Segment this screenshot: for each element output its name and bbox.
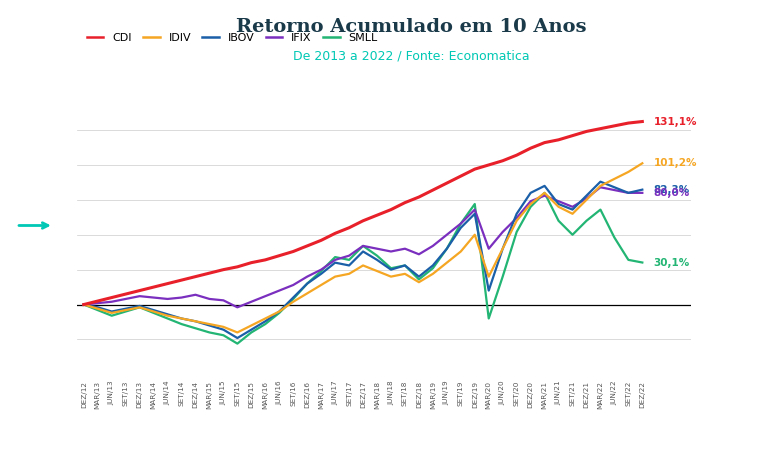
Text: De 2013 a 2022 / Fonte: Economatica: De 2013 a 2022 / Fonte: Economatica <box>293 50 529 63</box>
Text: Retorno Acumulado em 10 Anos: Retorno Acumulado em 10 Anos <box>236 18 586 36</box>
Text: 101,2%: 101,2% <box>654 158 697 168</box>
Legend: CDI, IDIV, IBOV, IFIX, SMLL: CDI, IDIV, IBOV, IFIX, SMLL <box>82 28 382 47</box>
Text: 30,1%: 30,1% <box>654 258 690 267</box>
Text: E: E <box>20 45 34 63</box>
Text: 131,1%: 131,1% <box>654 116 697 127</box>
Text: 80,0%: 80,0% <box>654 188 690 198</box>
Text: 82,3%: 82,3% <box>654 184 690 195</box>
Text: ESTUDO EXCLUSIVO: ESTUDO EXCLUSIVO <box>22 193 32 303</box>
